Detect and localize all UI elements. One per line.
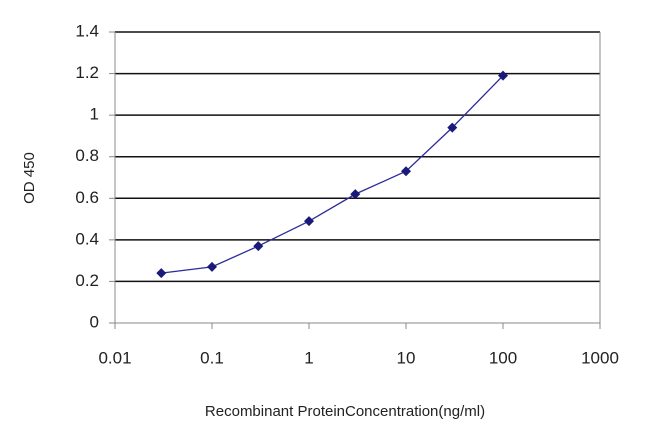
- data-marker: [401, 166, 411, 177]
- data-line: [161, 75, 504, 274]
- data-marker: [304, 216, 314, 227]
- y-tick-label: 0.4: [75, 229, 99, 248]
- y-tick-label: 0.6: [75, 188, 99, 207]
- x-tick-label: 0.01: [98, 348, 131, 367]
- data-marker: [253, 241, 264, 252]
- data-marker: [207, 261, 217, 272]
- x-axis-title: Recombinant ProteinConcentration(ng/ml): [205, 403, 485, 420]
- x-tick-label: 100: [489, 348, 517, 367]
- y-tick-label: 0.8: [75, 146, 99, 165]
- data-marker: [156, 268, 167, 279]
- data-marker: [447, 122, 458, 133]
- x-tick-label: 0.1: [200, 348, 224, 367]
- y-tick-label: 0: [90, 312, 99, 331]
- y-axis-title: OD 450: [21, 152, 38, 204]
- x-tick-label: 1: [304, 348, 313, 367]
- y-tick-label: 1.4: [75, 21, 99, 40]
- y-tick-label: 1: [90, 105, 99, 124]
- y-tick-label: 0.2: [75, 271, 99, 290]
- y-tick-label: 1.2: [75, 63, 99, 82]
- data-marker: [498, 70, 508, 81]
- data-marker: [350, 189, 361, 200]
- x-tick-label: 10: [397, 348, 416, 367]
- x-tick-label: 1000: [581, 348, 619, 367]
